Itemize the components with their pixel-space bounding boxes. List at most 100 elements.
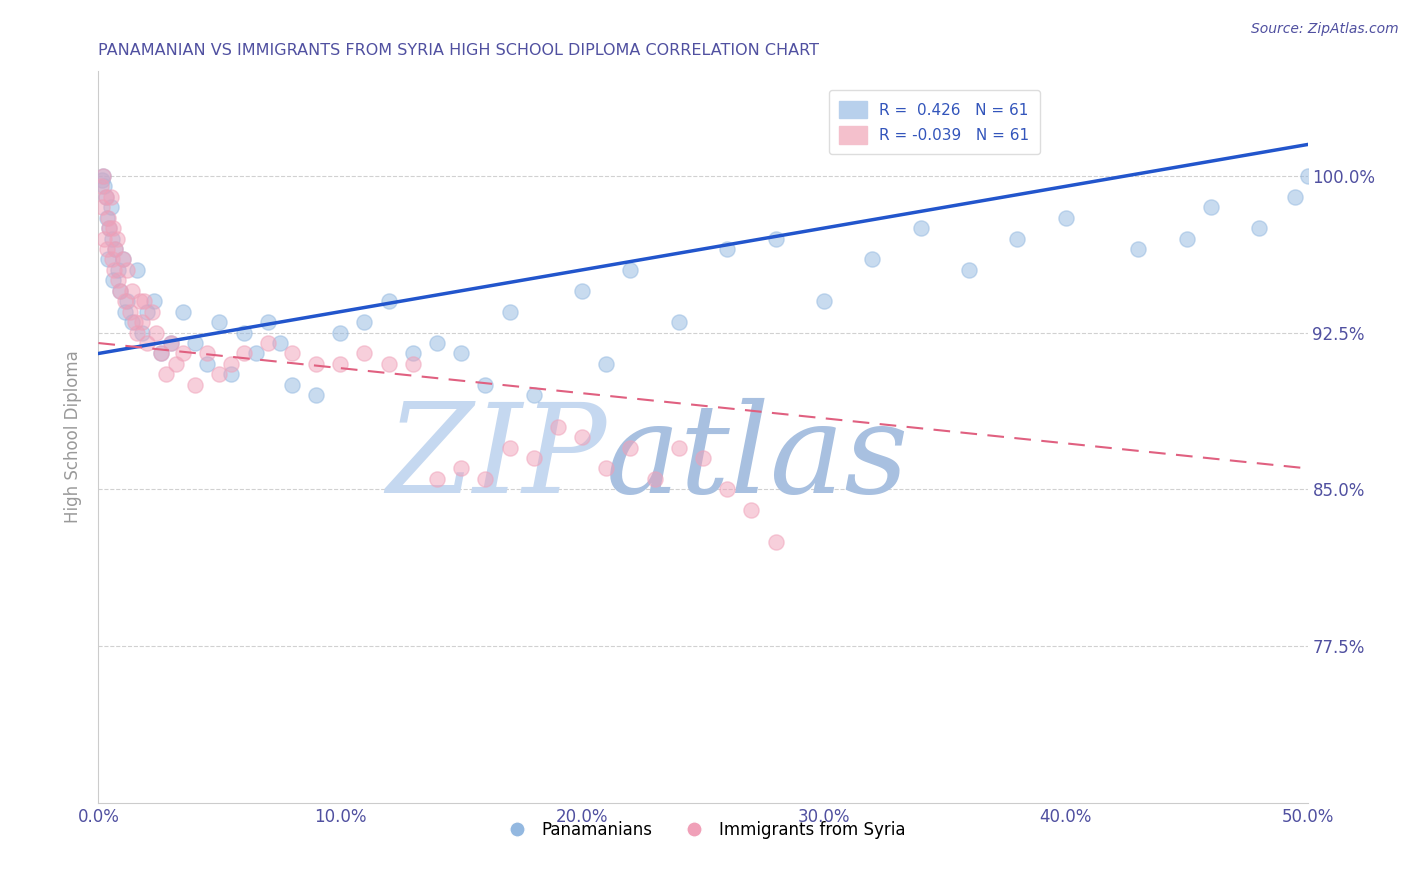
Point <box>329 326 352 340</box>
Point <box>118 304 141 318</box>
Point <box>107 273 129 287</box>
Point <box>91 169 114 183</box>
Point <box>765 231 787 245</box>
Point <box>108 284 131 298</box>
Point <box>103 263 125 277</box>
Point <box>135 336 157 351</box>
Point <box>571 284 593 298</box>
Point <box>232 326 254 340</box>
Point <box>121 315 143 329</box>
Point <box>281 346 304 360</box>
Point <box>474 377 496 392</box>
Point <box>100 231 122 245</box>
Point <box>135 304 157 318</box>
Point <box>100 200 122 214</box>
Point <box>595 461 617 475</box>
Point <box>402 346 425 360</box>
Point <box>141 304 163 318</box>
Point <box>1175 231 1198 245</box>
Y-axis label: High School Diploma: High School Diploma <box>65 351 83 524</box>
Point <box>474 472 496 486</box>
Point <box>221 357 243 371</box>
Point <box>98 221 121 235</box>
Point <box>160 336 183 351</box>
Point <box>97 211 120 225</box>
Point <box>134 294 156 309</box>
Text: ZIP: ZIP <box>385 398 606 520</box>
Point <box>208 368 231 382</box>
Point <box>131 315 153 329</box>
Point <box>498 304 520 318</box>
Point <box>104 242 127 256</box>
Point <box>117 263 139 277</box>
Point <box>619 263 641 277</box>
Point <box>131 326 153 340</box>
Point <box>172 346 194 360</box>
Point <box>765 534 787 549</box>
Point <box>269 336 291 351</box>
Point <box>150 346 173 360</box>
Point <box>94 190 117 204</box>
Point <box>1284 190 1306 204</box>
Point <box>377 294 399 309</box>
Point <box>114 304 136 318</box>
Point <box>165 357 187 371</box>
Point <box>91 200 114 214</box>
Point <box>100 252 122 267</box>
Point <box>523 388 546 402</box>
Point <box>716 483 738 497</box>
Point <box>1054 211 1077 225</box>
Point <box>101 273 124 287</box>
Point <box>692 450 714 465</box>
Point <box>716 242 738 256</box>
Point <box>195 357 218 371</box>
Point <box>329 357 352 371</box>
Point <box>402 357 425 371</box>
Point <box>124 315 146 329</box>
Point <box>184 377 207 392</box>
Point <box>104 242 127 256</box>
Point <box>644 472 666 486</box>
Point <box>668 315 690 329</box>
Point <box>353 346 375 360</box>
Text: atlas: atlas <box>606 398 910 520</box>
Point <box>93 179 115 194</box>
Point <box>111 252 134 267</box>
Point <box>571 430 593 444</box>
Point <box>98 221 121 235</box>
Point <box>127 263 149 277</box>
Point <box>105 231 128 245</box>
Point <box>498 441 520 455</box>
Point <box>90 179 112 194</box>
Point <box>353 315 375 329</box>
Point <box>195 346 218 360</box>
Point <box>114 294 136 309</box>
Point <box>377 357 399 371</box>
Point <box>813 294 835 309</box>
Point <box>232 346 254 360</box>
Point <box>305 388 328 402</box>
Point <box>107 263 129 277</box>
Point <box>910 221 932 235</box>
Point <box>96 242 118 256</box>
Point <box>305 357 328 371</box>
Point <box>97 252 120 267</box>
Point <box>1128 242 1150 256</box>
Point <box>1296 169 1319 183</box>
Point <box>93 231 115 245</box>
Point <box>128 294 150 309</box>
Point <box>595 357 617 371</box>
Point <box>117 294 139 309</box>
Point <box>245 346 267 360</box>
Legend: Panamanians, Immigrants from Syria: Panamanians, Immigrants from Syria <box>494 814 912 846</box>
Point <box>94 190 117 204</box>
Point <box>256 336 278 351</box>
Point <box>426 336 449 351</box>
Point <box>91 173 114 187</box>
Point <box>619 441 641 455</box>
Text: PANAMANIAN VS IMMIGRANTS FROM SYRIA HIGH SCHOOL DIPLOMA CORRELATION CHART: PANAMANIAN VS IMMIGRANTS FROM SYRIA HIGH… <box>98 43 820 58</box>
Point <box>426 472 449 486</box>
Point <box>184 336 207 351</box>
Point <box>101 221 124 235</box>
Point <box>256 315 278 329</box>
